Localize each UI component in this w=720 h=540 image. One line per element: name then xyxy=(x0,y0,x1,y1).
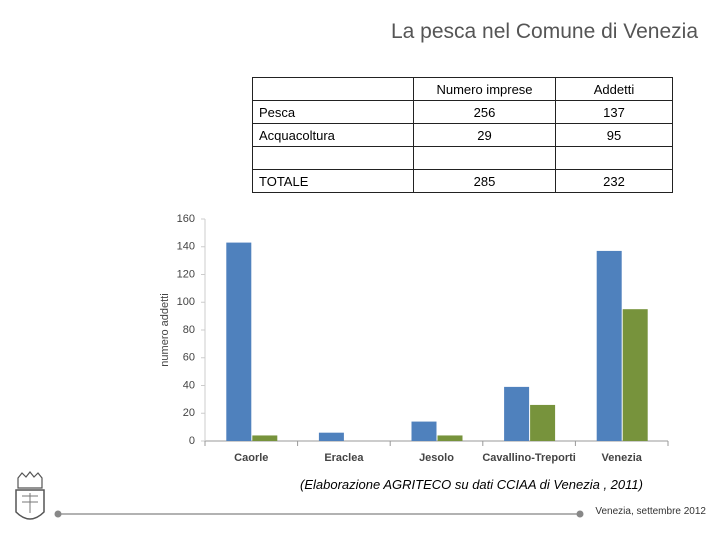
table-row: TOTALE 285 232 xyxy=(252,169,673,193)
logo xyxy=(15,471,45,520)
y-axis-label: numero addetti xyxy=(159,293,171,366)
x-tick-label: Caorle xyxy=(234,452,268,464)
data-table: Numero imprese Addetti Pesca 256 137 Acq… xyxy=(252,77,673,193)
bar xyxy=(318,432,344,441)
x-tick-label: Jesolo xyxy=(419,452,454,464)
y-tick-label: 120 xyxy=(177,268,195,280)
table-row xyxy=(252,146,673,170)
slide-title: La pesca nel Comune di Venezia xyxy=(390,20,698,43)
table-cell: 137 xyxy=(555,100,673,124)
bar xyxy=(596,250,622,441)
y-tick-label: 80 xyxy=(183,324,195,336)
table-cell: Acquacoltura xyxy=(252,123,414,147)
table-header-cell: Addetti xyxy=(555,77,673,101)
table-cell: TOTALE xyxy=(252,169,414,193)
y-tick-label: 140 xyxy=(177,241,195,253)
source-note: (Elaborazione AGRITECO su dati CCIAA di … xyxy=(300,477,643,492)
x-tick-label: Eraclea xyxy=(324,452,364,464)
table-cell: 29 xyxy=(413,123,556,147)
rule-dot xyxy=(54,510,62,518)
bar xyxy=(252,435,278,441)
bar xyxy=(504,386,530,441)
y-tick-label: 100 xyxy=(177,296,195,308)
table-cell xyxy=(252,146,414,170)
bar xyxy=(622,309,648,441)
y-tick-label: 160 xyxy=(177,213,195,225)
table-cell: 256 xyxy=(413,100,556,124)
table-row: Acquacoltura 29 95 xyxy=(252,123,673,147)
bar xyxy=(530,404,556,441)
table-cell: 285 xyxy=(413,169,556,193)
table-cell: 232 xyxy=(555,169,673,193)
footer-text: Venezia, settembre 2012 xyxy=(595,506,706,517)
table-cell: 95 xyxy=(555,123,673,147)
y-tick-label: 0 xyxy=(189,435,195,447)
y-tick-label: 40 xyxy=(183,379,195,391)
x-tick-label: Cavallino-Treporti xyxy=(482,452,576,464)
table-header-cell: Numero imprese xyxy=(413,77,556,101)
table-cell: Pesca xyxy=(252,100,414,124)
table-row: Pesca 256 137 xyxy=(252,100,673,124)
y-tick-label: 60 xyxy=(183,352,195,364)
table-cell xyxy=(413,146,556,170)
bar xyxy=(411,421,437,441)
bar xyxy=(437,435,463,441)
table-cell xyxy=(555,146,673,170)
table-cell xyxy=(252,77,414,101)
bar xyxy=(226,242,252,441)
table-header: Numero imprese Addetti xyxy=(252,77,673,101)
rule-dot xyxy=(576,510,584,518)
y-tick-label: 20 xyxy=(183,407,195,419)
x-tick-label: Venezia xyxy=(602,452,643,464)
